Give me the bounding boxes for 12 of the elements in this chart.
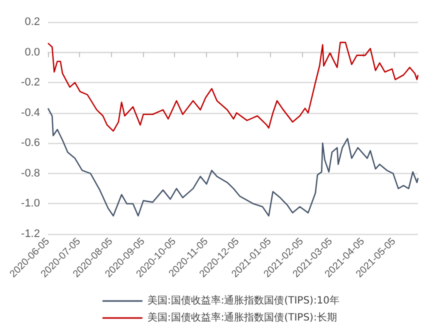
y-tick-label: -1.2 — [21, 228, 40, 240]
y-tick-label: -1.0 — [21, 198, 40, 210]
y-tick-label: -0.8 — [21, 167, 40, 180]
legend-label: 美国:国债收益率:通胀指数国债(TIPS):10年 — [147, 294, 340, 306]
y-tick-label: -0.2 — [21, 76, 40, 89]
y-tick-label: 0.2 — [24, 16, 40, 28]
y-tick-label: -0.4 — [21, 106, 40, 119]
y-tick-label: -0.6 — [21, 137, 40, 150]
line-series — [47, 42, 419, 132]
y-tick-label: 0.0 — [24, 46, 40, 58]
legend-label: 美国:国债收益率:通胀指数国债(TIPS):长期 — [147, 312, 337, 324]
line-series — [47, 108, 419, 216]
